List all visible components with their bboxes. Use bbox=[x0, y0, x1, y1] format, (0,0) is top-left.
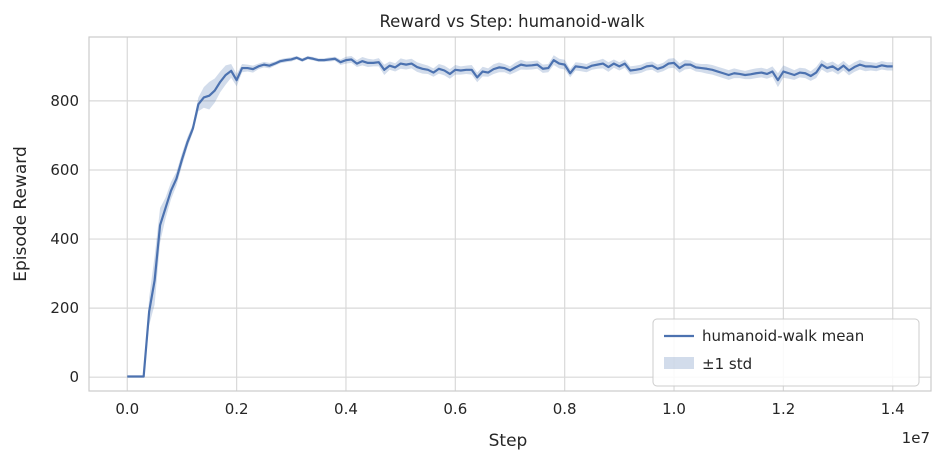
x-tick-label: 0.8 bbox=[553, 400, 577, 418]
grid-lines bbox=[89, 37, 931, 391]
x-tick-label: 0.6 bbox=[443, 400, 467, 418]
x-tick-labels: 0.0 0.2 0.4 0.6 0.8 1.0 1.2 1.4 bbox=[115, 400, 904, 418]
x-tick-label: 1.2 bbox=[771, 400, 795, 418]
y-tick-labels: 0 200 400 600 800 bbox=[50, 92, 79, 386]
x-tick-label: 0.4 bbox=[334, 400, 358, 418]
std-band bbox=[127, 55, 893, 377]
legend: humanoid-walk mean ±1 std bbox=[652, 318, 920, 387]
x-tick-label: 0.2 bbox=[225, 400, 249, 418]
std-band-layer bbox=[127, 55, 893, 377]
x-tick-label: 0.0 bbox=[115, 400, 139, 418]
y-tick-label: 800 bbox=[50, 92, 79, 110]
y-tick-label: 200 bbox=[50, 299, 79, 317]
legend-box bbox=[652, 318, 920, 387]
legend-label-std: ±1 std bbox=[702, 355, 752, 373]
legend-band-swatch bbox=[664, 357, 694, 369]
mean-reward-line bbox=[127, 56, 893, 378]
x-axis-label: Step bbox=[489, 431, 528, 451]
y-axis-label: Episode Reward bbox=[11, 146, 31, 281]
x-tick-label: 1.0 bbox=[662, 400, 686, 418]
x-tick-label: 1.4 bbox=[881, 400, 905, 418]
chart-title: Reward vs Step: humanoid-walk bbox=[379, 12, 645, 31]
y-tick-label: 0 bbox=[69, 368, 79, 386]
legend-label-mean: humanoid-walk mean bbox=[702, 327, 864, 345]
y-tick-label: 600 bbox=[50, 161, 79, 179]
plot-frame bbox=[88, 36, 932, 392]
mean-line-layer bbox=[127, 56, 893, 378]
x-axis-offset-label: 1e7 bbox=[902, 429, 930, 447]
y-tick-label: 400 bbox=[50, 230, 79, 248]
